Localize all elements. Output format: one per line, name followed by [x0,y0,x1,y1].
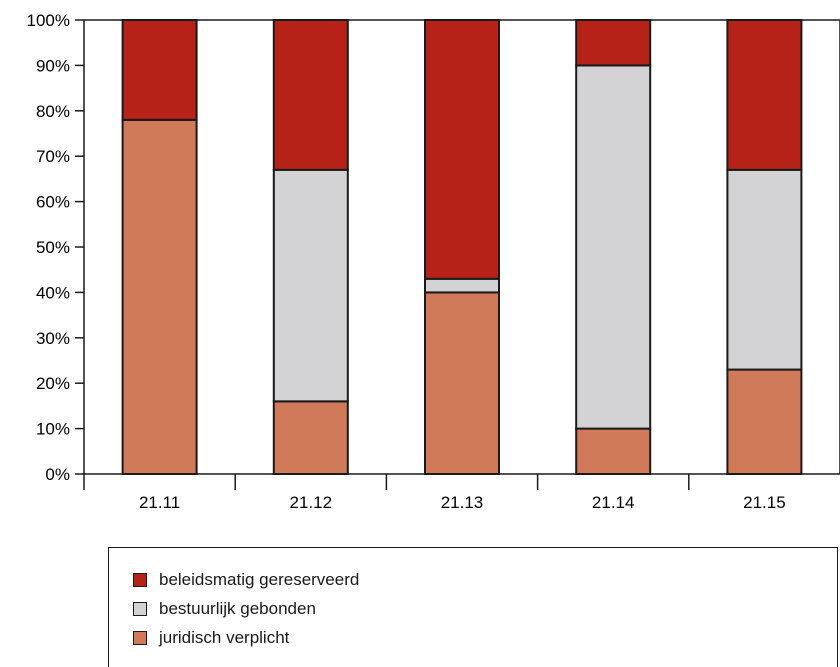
y-tick-label: 40% [36,283,70,302]
y-tick-label: 50% [36,238,70,257]
bar-segment-21-13-series-0 [424,291,500,475]
legend-swatch-bestuurlijk [133,602,147,616]
legend: beleidsmatig gereserveerd bestuurlijk ge… [108,547,838,667]
y-tick-label: 80% [36,102,70,121]
bar-segment-21-15-series-2 [726,19,803,171]
x-tick-label: 21.12 [290,493,333,512]
bar-segment-21-11-series-2 [121,19,198,121]
bar-segment-21-13-series-2 [424,19,500,280]
bar-segment-21-14-series-1 [575,64,652,430]
bar-segment-21-11-series-0 [121,118,198,475]
bar-segment-21-12-series-0 [272,400,349,475]
bar-segment-21-12-series-1 [272,168,349,403]
x-tick-label: 21.11 [139,493,180,512]
bars [121,19,803,476]
y-axis: 0% 10% 20% 30% 40% 50% 60% 70% 80% 90% 100% [27,11,84,484]
legend-item-beleidsmatig: beleidsmatig gereserveerd [133,570,359,590]
y-tick-label: 0% [45,465,70,484]
x-tick-label: 21.13 [441,493,484,512]
x-tick-label: 21.14 [592,493,635,512]
bar-segment-21-15-series-0 [726,368,803,475]
legend-swatch-juridisch [133,631,147,645]
legend-swatch-beleidsmatig [133,573,147,587]
bar-segment-21-15-series-1 [726,168,803,371]
stacked-bar-chart: 0%10%20%30%40%50%60%70%80%90%100% 21.11 2… [27,11,840,512]
y-tick-label: 60% [36,193,70,212]
y-tick-label: 90% [36,56,70,75]
bar-segment-21-14-series-0 [575,427,652,476]
legend-label-bestuurlijk: bestuurlijk gebonden [159,599,316,618]
legend-label-juridisch: juridisch verplicht [159,628,290,647]
y-tick-label: 30% [36,329,70,348]
y-tick-label: 100% [27,11,70,30]
x-tick-label: 21.15 [743,493,786,512]
y-tick-label: 20% [36,374,70,393]
bar-segment-21-14-series-2 [575,19,652,67]
y-tick-label: 10% [36,420,70,439]
legend-item-bestuurlijk: bestuurlijk gebonden [133,599,316,619]
y-tick-label: 70% [36,147,70,166]
bar-segment-21-13-series-1 [424,277,500,294]
legend-item-juridisch: juridisch verplicht [133,628,289,648]
legend-label-beleidsmatig: beleidsmatig gereserveerd [159,570,360,589]
x-axis: 21.11 21.12 21.13 21.14 21.15 [83,474,786,512]
bar-segment-21-12-series-2 [272,19,349,171]
